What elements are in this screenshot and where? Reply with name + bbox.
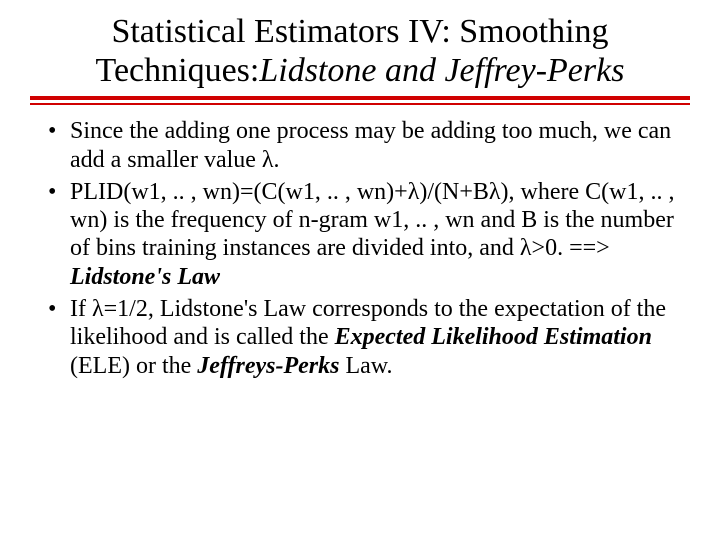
bullet-item-1: Since the adding one process may be addi… bbox=[48, 117, 682, 174]
bullet-3-emph2: Jeffreys-Perks bbox=[197, 353, 339, 379]
bullet-item-3: If λ=1/2, Lidstone's Law corresponds to … bbox=[48, 295, 682, 380]
slide-title: Statistical Estimators IV: Smoothing Tec… bbox=[30, 12, 690, 90]
title-underline bbox=[30, 96, 690, 105]
title-line2-italic: Lidstone and Jeffrey-Perks bbox=[259, 52, 624, 89]
title-line2-plain: Techniques: bbox=[96, 52, 260, 89]
bullet-3-mid: (ELE) or the bbox=[70, 353, 197, 379]
bullet-2-emph: Lidstone's Law bbox=[70, 264, 220, 290]
bullet-3-post: Law. bbox=[339, 353, 392, 379]
title-line1: Statistical Estimators IV: Smoothing bbox=[111, 13, 608, 50]
rule-bottom bbox=[30, 103, 690, 105]
bullet-item-2: PLID(w1, .. , wn)=(C(w1, .. , wn)+λ)/(N+… bbox=[48, 178, 682, 291]
bullet-2-pre: PLID(w1, .. , wn)=(C(w1, .. , wn)+λ)/(N+… bbox=[70, 179, 674, 262]
bullet-1-text: Since the adding one process may be addi… bbox=[70, 118, 671, 172]
bullet-list: Since the adding one process may be addi… bbox=[30, 117, 690, 380]
slide: Statistical Estimators IV: Smoothing Tec… bbox=[0, 0, 720, 540]
bullet-3-emph1: Expected Likelihood Estimation bbox=[335, 324, 652, 350]
